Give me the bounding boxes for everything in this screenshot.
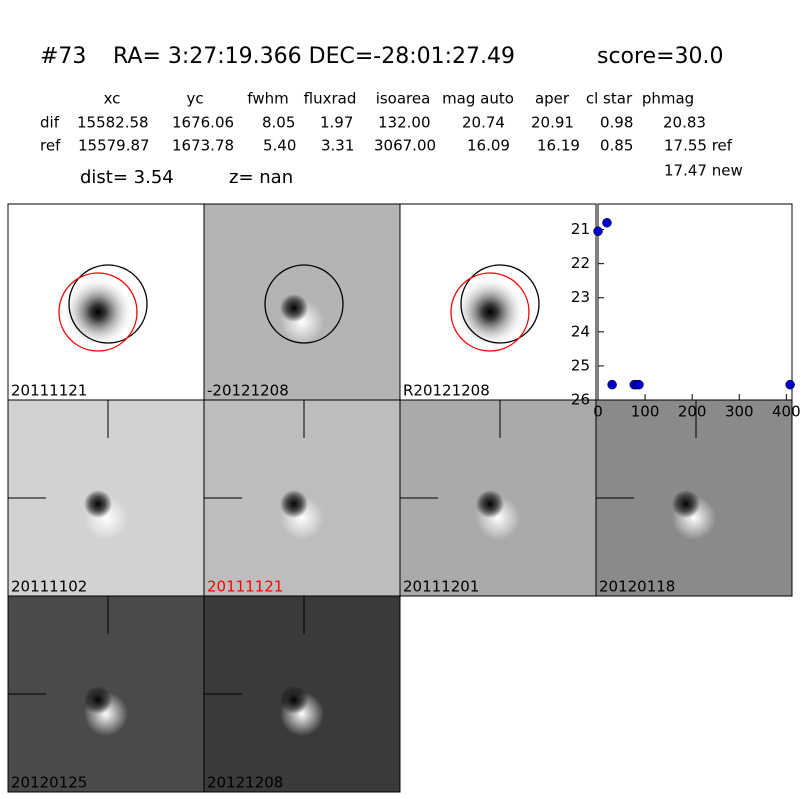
negative-lobe <box>84 490 112 518</box>
stamp-label: 20111121 <box>207 578 283 596</box>
table-cell: 132.00 <box>378 114 431 132</box>
y-tick-label: 24 <box>571 322 590 340</box>
data-point <box>602 217 612 228</box>
stamp-label: 20111201 <box>403 578 479 596</box>
table-cell: 0.98 <box>600 114 633 132</box>
table-cell: 1.97 <box>320 114 353 132</box>
table-cell: 15582.58 <box>77 114 149 132</box>
stamp-label: -20121208 <box>207 382 289 400</box>
data-point <box>634 379 644 390</box>
y-tick-label: 25 <box>571 356 590 374</box>
lightcurve: 21 22 23 24 25 260 100 200 300 400 <box>571 203 800 421</box>
z-value: z= nan <box>229 167 293 188</box>
negative-lobe <box>476 490 504 518</box>
column-header: mag auto <box>442 90 514 108</box>
data-point <box>785 379 795 390</box>
source-blob <box>62 276 134 348</box>
table-cell: 0.85 <box>600 137 633 155</box>
x-tick-label: 300 <box>725 403 754 421</box>
table-cell: ref <box>40 137 61 155</box>
table-cell: 17.55 ref <box>664 137 733 155</box>
column-header: xc <box>104 90 121 108</box>
data-point <box>593 226 603 237</box>
stamp-label: 20111102 <box>11 578 87 596</box>
dist: dist= 3.54 <box>80 167 174 188</box>
data-point <box>607 379 617 390</box>
stamp-label: 20120125 <box>11 774 87 792</box>
phmag-new: 17.47 new <box>664 162 743 180</box>
table-cell: 16.09 <box>467 137 510 155</box>
x-tick-label: 100 <box>631 403 660 421</box>
negative-lobe <box>672 490 700 518</box>
column-header: aper <box>535 90 570 108</box>
table-cell: 3067.00 <box>374 137 436 155</box>
stamp-label: 20121208 <box>207 774 283 792</box>
table-cell: 3.31 <box>321 137 354 155</box>
table-cell: 8.05 <box>262 114 295 132</box>
negative-lobe <box>280 490 308 518</box>
y-tick-label: 22 <box>571 254 590 272</box>
negative-lobe <box>280 294 308 322</box>
table-cell: 1676.06 <box>172 114 234 132</box>
stamp-label: 20111121 <box>11 382 87 400</box>
column-header: isoarea <box>376 90 431 108</box>
column-header: fwhm <box>247 90 288 108</box>
table-cell: 16.19 <box>537 137 580 155</box>
table-cell: 20.91 <box>531 114 574 132</box>
aperture-circle <box>68 264 148 344</box>
table-cell: 1673.78 <box>172 137 234 155</box>
score: score=30.0 <box>597 44 724 69</box>
aperture-circle-ref <box>58 272 138 352</box>
object-id: #73 <box>40 44 86 69</box>
y-tick-label: 26 <box>571 391 590 409</box>
table-cell: 20.83 <box>663 114 706 132</box>
stamp-label: 20120118 <box>599 578 675 596</box>
column-header: phmag <box>642 90 694 108</box>
source-blob <box>454 276 526 348</box>
x-tick-label: 400 <box>772 403 800 421</box>
table-cell: dif <box>40 114 60 132</box>
table-cell: 20.74 <box>462 114 505 132</box>
aperture-circle-ref <box>450 272 530 352</box>
table-cell: 5.40 <box>263 137 296 155</box>
stamps: 20111121 -20121208 R20121208 20111102 201111… <box>7 203 793 793</box>
table-cell: 15579.87 <box>78 137 150 155</box>
y-tick-label: 21 <box>571 220 590 238</box>
coordinates: RA= 3:27:19.366 DEC=-28:01:27.49 <box>113 44 515 69</box>
aperture-circle <box>460 264 540 344</box>
negative-lobe <box>84 686 112 714</box>
stamp-label: R20121208 <box>403 382 490 400</box>
x-tick-label: 200 <box>678 403 707 421</box>
column-header: fluxrad <box>304 90 357 108</box>
x-tick-label: 0 <box>593 403 603 421</box>
column-header: cl star <box>586 90 633 108</box>
aperture-circle <box>264 264 344 344</box>
y-tick-label: 23 <box>571 288 590 306</box>
column-header: yc <box>186 90 203 108</box>
negative-lobe <box>280 686 308 714</box>
plot-frame <box>597 203 793 401</box>
